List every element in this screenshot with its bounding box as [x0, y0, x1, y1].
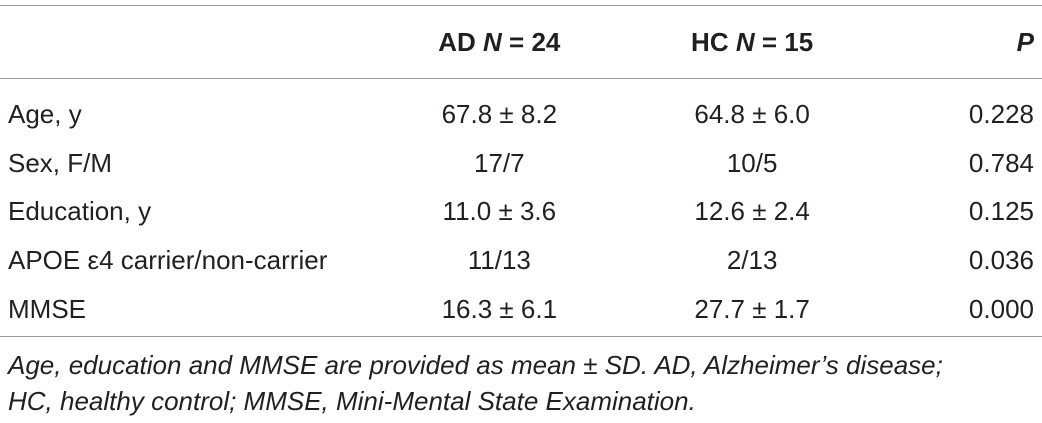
- footnote-line-1: Age, education and MMSE are provided as …: [8, 350, 943, 380]
- row-label: Age, y: [8, 99, 82, 130]
- header-hc-n: N: [735, 27, 755, 57]
- row-ad-value: 11/13: [467, 245, 531, 276]
- header-p: P: [1016, 27, 1034, 57]
- row-hc-value: 2/13: [726, 245, 778, 276]
- table-footnote: Age, education and MMSE are provided as …: [8, 347, 1038, 419]
- header-hc: HC N = 15: [604, 20, 901, 64]
- table-row: Education, y 11.0 ± 3.6 12.6 ± 2.4 0.125: [0, 187, 1042, 236]
- header-ad-suffix: = 24: [501, 27, 561, 57]
- row-hc-value: 64.8 ± 6.0: [694, 99, 810, 130]
- row-p-value: 0.036: [968, 245, 1034, 276]
- table-row: Age, y 67.8 ± 8.2 64.8 ± 6.0 0.228: [0, 64, 1042, 139]
- table-header-rule: [0, 78, 1042, 79]
- row-p-value: 0.784: [968, 147, 1034, 178]
- footnote-line-2: HC, healthy control; MMSE, Mini-Mental S…: [8, 386, 696, 416]
- row-hc-value: 27.7 ± 1.7: [694, 293, 810, 324]
- header-variable: [0, 20, 395, 64]
- row-p-value: 0.125: [968, 196, 1034, 227]
- header-ad: AD N = 24: [395, 20, 603, 64]
- header-ad-n: N: [483, 27, 502, 57]
- row-label: Sex, F/M: [8, 147, 113, 178]
- table-row: MMSE 16.3 ± 6.1 27.7 ± 1.7 0.000: [0, 284, 1042, 333]
- row-p-value: 0.228: [968, 99, 1034, 130]
- row-ad-value: 67.8 ± 8.2: [441, 99, 558, 130]
- row-hc-value: 10/5: [726, 147, 778, 178]
- row-label: Education, y: [8, 196, 152, 227]
- table-top-rule: [0, 5, 1042, 6]
- row-hc-value: 12.6 ± 2.4: [694, 196, 810, 227]
- row-label: MMSE: [8, 293, 86, 324]
- table-row: APOE ε4 carrier/non-carrier 11/13 2/13 0…: [0, 236, 1042, 285]
- header-hc-suffix: = 15: [754, 27, 814, 57]
- header-ad-prefix: AD: [438, 27, 476, 57]
- row-ad-value: 11.0 ± 3.6: [442, 196, 557, 227]
- row-label: APOE ε4 carrier/non-carrier: [8, 245, 328, 276]
- row-p-value: 0.000: [968, 293, 1034, 324]
- table-header-row: AD N = 24 HC N = 15 P: [0, 20, 1042, 64]
- table-bottom-rule: [0, 336, 1042, 337]
- header-hc-prefix: HC: [691, 27, 729, 57]
- table-row: Sex, F/M 17/7 10/5 0.784: [0, 139, 1042, 188]
- row-ad-value: 16.3 ± 6.1: [441, 293, 558, 324]
- row-ad-value: 17/7: [474, 147, 525, 178]
- demographics-table: AD N = 24 HC N = 15 P Age, y 67.8 ± 8.2 …: [0, 20, 1042, 333]
